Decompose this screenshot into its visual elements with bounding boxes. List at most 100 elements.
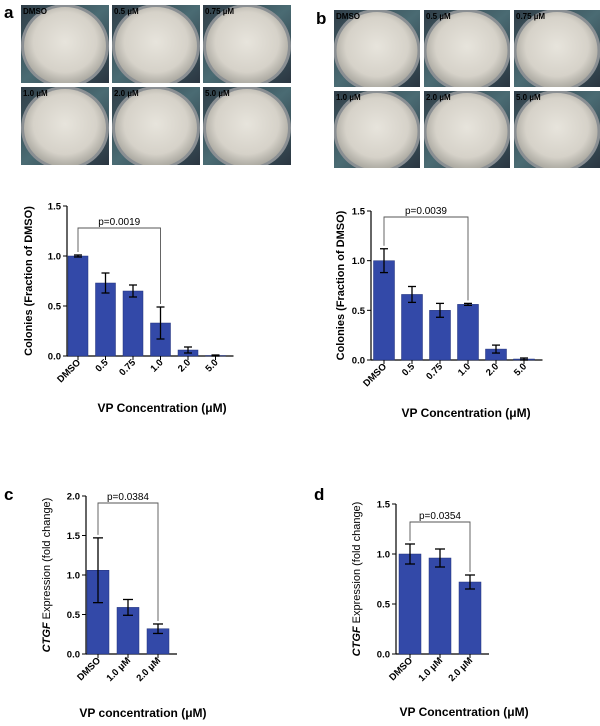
x-tick-label: 1.0	[148, 357, 165, 374]
x-tick-label: 5.0	[512, 361, 529, 378]
y-tick-label: 1.5	[352, 207, 366, 218]
dish-label: 5.0 µM	[516, 93, 541, 102]
dish-image: 1.0 µM	[21, 87, 109, 165]
y-tick-label: 1.0	[377, 550, 390, 561]
dish-grid-a: DMSO 0.5 µM 0.75 µM 1.0 µM 2.0 µM 5.0 µM	[21, 5, 291, 165]
dish-image: DMSO	[334, 10, 420, 87]
bar	[458, 581, 482, 655]
p-value-label: p=0.0019	[98, 217, 140, 228]
dish-surface	[24, 7, 106, 83]
x-tick-label: DMSO	[387, 655, 415, 683]
y-tick-label: 1.5	[67, 531, 81, 542]
x-axis-title: VP Concentration (μM)	[401, 406, 530, 420]
dish-image: 1.0 µM	[334, 91, 420, 168]
y-tick-label: 0.5	[377, 600, 391, 611]
dish-label: 0.5 µM	[426, 12, 451, 21]
x-tick-label: 0.75	[424, 361, 445, 382]
significance-bracket	[77, 227, 161, 304]
y-tick-label: 0.5	[48, 302, 62, 313]
y-axis-title-gene: CTGF	[351, 626, 363, 656]
y-axis-title-rest: Expression (fold change)	[351, 502, 363, 627]
dish-label: DMSO	[336, 12, 360, 21]
bar	[67, 255, 89, 357]
y-axis-title: Colonies (Fraction of DMSO)	[23, 206, 35, 356]
x-tick-label: 2.0	[176, 357, 193, 374]
dish-surface	[516, 12, 598, 87]
x-tick-label: 2.0 μM	[446, 655, 475, 684]
y-axis-title-gene: CTGF	[41, 622, 53, 652]
x-tick-label: 1.0	[456, 361, 473, 378]
dish-surface	[516, 93, 598, 168]
panel-letter-a: a	[4, 3, 14, 22]
y-tick-label: 0.5	[67, 610, 81, 621]
p-value-label: p=0.0039	[405, 206, 447, 217]
chart-d: 0.0 0.5 1.0 1.5 DMSO 1.0 μM 2.0 μM p=0.0354 CTGF…	[351, 500, 529, 720]
dish-image: DMSO	[21, 5, 109, 83]
y-axis-title-rest: Expression (fold change)	[41, 498, 53, 623]
x-tick-label: DMSO	[361, 361, 389, 389]
significance-bracket	[383, 216, 469, 301]
y-tick-label: 1.5	[377, 500, 391, 511]
dish-label: DMSO	[23, 7, 47, 16]
y-axis-title: CTGF Expression (fold change)	[351, 502, 363, 657]
x-axis-title: VP Concentration (μM)	[399, 705, 528, 719]
panel-letter-b: b	[316, 9, 326, 28]
dish-image: 5.0 µM	[203, 87, 291, 165]
dish-label: 0.5 µM	[114, 7, 139, 16]
dish-surface	[115, 89, 197, 165]
chart-b: 0.0 0.5 1.0 1.5 DMSO 0.5 0.75 1.0 2.0 5.0 p=0.0039…	[335, 206, 543, 420]
y-tick-label: 1.0	[48, 252, 61, 263]
p-value-label: p=0.0354	[419, 511, 461, 522]
dish-surface	[206, 7, 288, 83]
dish-label: 0.75 µM	[205, 7, 234, 16]
bar	[398, 553, 422, 655]
x-tick-label: 2.0 μM	[134, 655, 163, 684]
dish-grid-b: DMSO 0.5 µM 0.75 µM 1.0 µM 2.0 µM 5.0 µM	[334, 10, 600, 168]
bar	[373, 260, 395, 361]
dish-image: 0.75 µM	[203, 5, 291, 83]
bar	[457, 304, 479, 361]
y-tick-label: 1.5	[48, 202, 62, 213]
dish-label: 5.0 µM	[205, 89, 230, 98]
panel-letter-c: c	[4, 485, 13, 504]
dish-label: 1.0 µM	[336, 93, 361, 102]
x-tick-label: 5.0	[203, 357, 220, 374]
bar	[95, 282, 116, 357]
dish-surface	[336, 12, 418, 87]
y-tick-label: 0.0	[48, 352, 61, 363]
y-tick-label: 1.0	[67, 571, 80, 582]
significance-bracket	[97, 502, 159, 621]
bar	[122, 290, 144, 357]
dish-surface	[426, 93, 508, 168]
y-tick-label: 1.0	[352, 256, 365, 267]
bar	[401, 294, 423, 361]
dish-image: 2.0 µM	[424, 91, 510, 168]
x-tick-label: 1.0 μM	[104, 655, 133, 684]
dish-image: 0.5 µM	[112, 5, 200, 83]
dish-surface	[336, 93, 418, 168]
dish-surface	[206, 89, 288, 165]
dish-image: 2.0 µM	[112, 87, 200, 165]
x-axis-title: VP Concentration (μM)	[97, 401, 226, 415]
dish-surface	[426, 12, 508, 87]
dish-label: 2.0 µM	[426, 93, 451, 102]
dish-label: 0.75 µM	[516, 12, 545, 21]
dish-image: 0.75 µM	[514, 10, 600, 87]
x-tick-label: 0.75	[117, 357, 138, 378]
dish-label: 1.0 µM	[23, 89, 48, 98]
x-tick-label: 0.5	[400, 361, 418, 379]
dish-surface	[24, 89, 106, 165]
y-axis-title: CTGF Expression (fold change)	[41, 498, 53, 653]
dish-image: 0.5 µM	[424, 10, 510, 87]
y-tick-label: 0.0	[67, 650, 80, 661]
dish-image: 5.0 µM	[514, 91, 600, 168]
dish-surface	[115, 7, 197, 83]
x-axis-title: VP concentration (μM)	[79, 706, 206, 720]
panel-letter-d: d	[314, 485, 324, 504]
x-tick-label: 0.5	[93, 357, 111, 375]
y-tick-label: 2.0	[67, 492, 80, 503]
y-tick-label: 0.0	[352, 356, 365, 367]
